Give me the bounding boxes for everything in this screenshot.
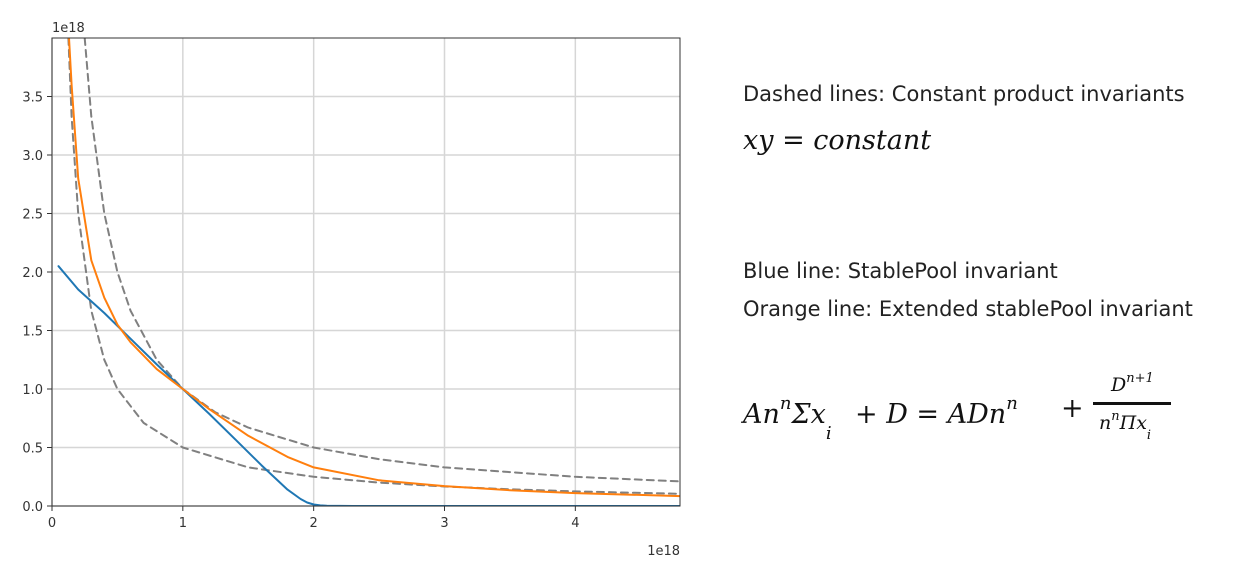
frac-num-exp: n+1 bbox=[1126, 371, 1154, 386]
y-tick-label: 2.0 bbox=[22, 266, 43, 281]
y-offset-label: 1e18 bbox=[52, 21, 85, 36]
frac-den-pi-x: Πx bbox=[1119, 412, 1147, 434]
formula-an: An bbox=[743, 399, 780, 430]
formula-lhs: AnnΣxi bbox=[743, 393, 832, 444]
y-tick-label: 3.0 bbox=[22, 149, 43, 164]
formula-mid: + D = ADnn bbox=[855, 393, 1018, 430]
x-tick-label: 0 bbox=[48, 516, 56, 531]
fraction-denominator: nnΠxi bbox=[1099, 409, 1151, 443]
x-tick-label: 1 bbox=[179, 516, 187, 531]
y-tick-label: 0.5 bbox=[22, 442, 43, 457]
formula-an-exp: n bbox=[779, 393, 792, 414]
legend-orange: Orange line: Extended stablePool invaria… bbox=[743, 297, 1193, 321]
series-extended-stablepool-line bbox=[68, 38, 680, 498]
formula-sigma-x: Σx bbox=[791, 399, 826, 430]
x-offset-label: 1e18 bbox=[647, 544, 680, 559]
formula-mid-text: + D = ADn bbox=[855, 399, 1007, 430]
frac-den-exp: n bbox=[1111, 409, 1120, 424]
y-tick-label: 2.5 bbox=[22, 208, 43, 223]
grid bbox=[51, 38, 680, 507]
y-tick-label: 1.5 bbox=[22, 325, 43, 340]
y-tick-label: 1.0 bbox=[22, 383, 43, 398]
y-tick-label: 3.5 bbox=[22, 91, 43, 106]
frac-den-sub: i bbox=[1146, 428, 1152, 443]
fraction-numerator: Dn+1 bbox=[1111, 371, 1154, 396]
x-tick-label: 4 bbox=[571, 516, 579, 531]
formula-plus: + bbox=[1061, 393, 1084, 424]
legend-dashed: Dashed lines: Constant product invariant… bbox=[743, 82, 1185, 106]
formula-constant-product: xy = constant bbox=[743, 125, 932, 156]
fraction-bar bbox=[1093, 402, 1171, 405]
formula-sigma-sub: i bbox=[825, 423, 832, 444]
x-tick-label: 3 bbox=[440, 516, 448, 531]
x-tick-label: 2 bbox=[310, 516, 318, 531]
series-stablepool-line bbox=[57, 265, 680, 506]
ticks: 0 1 2 3 4 0.0 0.5 1.0 1.5 2.0 2.5 3.0 3.5 bbox=[22, 91, 579, 532]
series-layer bbox=[57, 38, 680, 506]
frac-den-n: n bbox=[1099, 412, 1112, 434]
y-tick-label: 0.0 bbox=[22, 500, 43, 515]
invariant-chart: 0 1 2 3 4 0.0 0.5 1.0 1.5 2.0 2.5 3.0 3.5 1e18 1e18 bbox=[22, 21, 681, 559]
formula-mid-exp: n bbox=[1006, 393, 1018, 414]
legend-blue: Blue line: StablePool invariant bbox=[743, 259, 1058, 283]
frac-num-d: D bbox=[1111, 374, 1127, 396]
formula-fraction: Dn+1 nnΠxi bbox=[1093, 371, 1173, 453]
